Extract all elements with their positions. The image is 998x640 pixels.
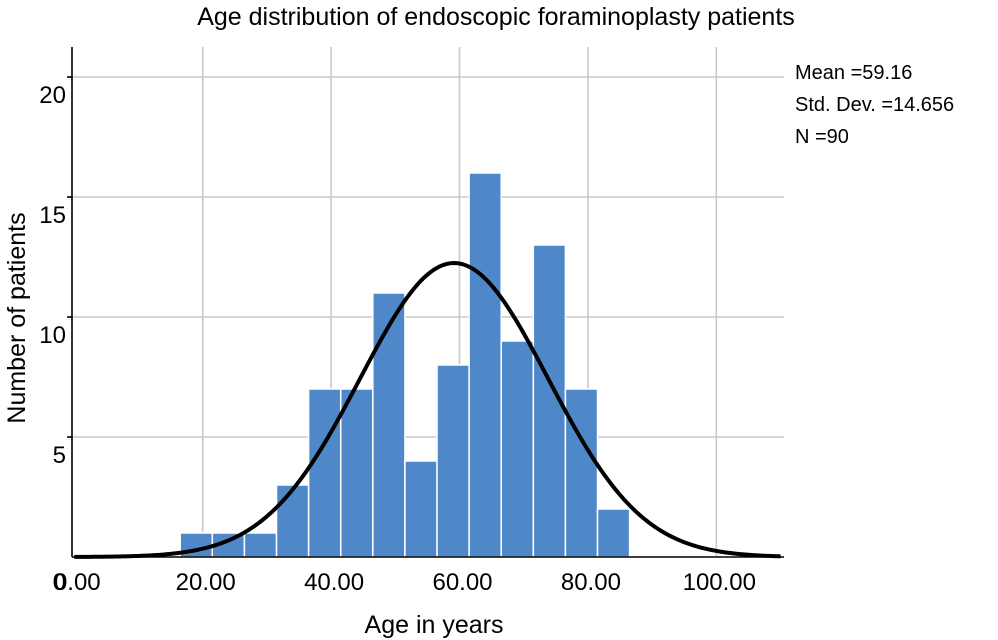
y-tick-label: 20 [39, 82, 66, 109]
y-tick-label: 15 [39, 202, 66, 229]
x-axis-ticks: 0.00 20.00 40.00 60.00 80.00 100.00 [54, 569, 756, 596]
histogram-bar [564, 388, 599, 558]
x-tick-label: 40.00 [304, 569, 364, 596]
histogram-bar [436, 364, 470, 558]
histogram-bar [372, 292, 406, 558]
histogram-bar [275, 484, 310, 558]
x-tick-label: 0.00 [54, 569, 101, 596]
histogram-bar [500, 340, 535, 558]
histogram-bar [468, 172, 502, 558]
plot-axes [67, 47, 784, 558]
x-tick-label: 100.00 [683, 569, 756, 596]
histogram-bar [339, 388, 374, 558]
y-tick-label: 5 [53, 442, 66, 469]
chart-title: Age distribution of endoscopic foraminop… [197, 3, 795, 31]
x-tick-label: 60.00 [432, 569, 492, 596]
stat-mean: Mean =59.16 [795, 62, 912, 84]
y-axis-label: Number of patients [3, 212, 31, 423]
grid-lines [72, 47, 784, 557]
histogram-bar [596, 508, 631, 558]
y-tick-label: 0 [53, 569, 66, 596]
stat-std-dev: Std. Dev. =14.656 [795, 94, 954, 116]
summary-statistics: Mean =59.16 Std. Dev. =14.656 N =90 [795, 62, 954, 148]
histogram-bars [179, 172, 631, 558]
x-tick-label: 80.00 [561, 569, 621, 596]
x-tick-label: 20.00 [176, 569, 236, 596]
histogram-bar [404, 460, 438, 558]
normal-distribution-curve [74, 261, 781, 559]
histogram-bar [307, 388, 342, 558]
x-axis-label: Age in years [365, 611, 504, 639]
y-axis-ticks: 0 5 10 15 20 [39, 82, 66, 596]
stat-n: N =90 [795, 126, 849, 148]
histogram-bar [243, 532, 278, 558]
y-tick-label: 10 [39, 322, 66, 349]
